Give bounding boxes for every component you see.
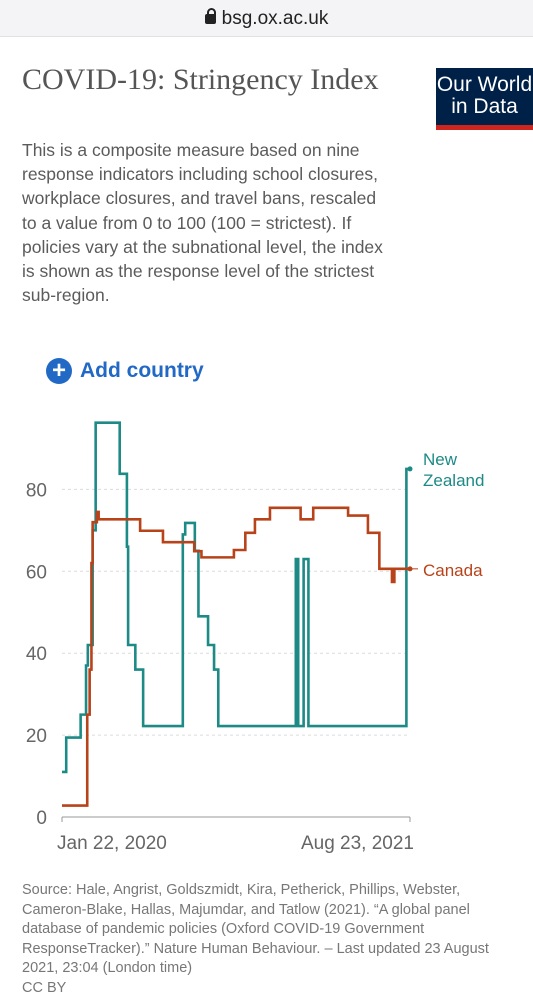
y-tick-label: 60	[26, 562, 47, 583]
add-country-button[interactable]: + Add country	[46, 356, 204, 386]
y-tick-label: 40	[26, 644, 47, 665]
series-end-point-new-zealand	[407, 466, 413, 472]
license-link[interactable]: CC BY	[22, 979, 67, 996]
url-text: bsg.ox.ac.uk	[221, 8, 329, 29]
y-tick-label: 20	[26, 726, 47, 747]
chart-series-labels: New Zealand Canada	[410, 450, 484, 580]
series-label-new-zealand: New Zealand	[423, 450, 484, 490]
x-tick-label: Jan 22, 2020	[57, 833, 167, 854]
series-line-canada	[62, 506, 410, 807]
chart-axes: 0 20 40 60 80 Jan 22, 2020 Aug 23, 2021	[26, 480, 414, 854]
plus-circle-icon: +	[46, 358, 72, 384]
stringency-line-chart[interactable]: 0 20 40 60 80 Jan 22, 2020 Aug 23, 2021 New Zea…	[0, 400, 533, 870]
chart-description: This is a composite measure based on nin…	[22, 140, 383, 306]
y-tick-label: 80	[26, 480, 47, 501]
browser-address-bar[interactable]: bsg.ox.ac.uk	[0, 0, 533, 37]
series-label-canada: Canada	[423, 561, 483, 580]
lock-icon	[204, 8, 216, 24]
page-title: COVID-19: Stringency Index	[22, 63, 379, 96]
our-world-in-data-logo[interactable]: Our World in Data	[436, 68, 533, 130]
logo-line-1: Our World	[436, 73, 533, 96]
source-citation: Source: Hale, Angrist, Goldszmidt, Kira,…	[22, 881, 527, 999]
chart-series	[62, 421, 413, 807]
y-tick-label: 0	[36, 808, 47, 829]
add-country-label: Add country	[80, 359, 204, 382]
x-tick-label: Aug 23, 2021	[301, 833, 414, 854]
logo-line-2: in Data	[451, 95, 518, 118]
series-line-new-zealand	[62, 421, 410, 774]
url-display[interactable]: bsg.ox.ac.uk	[0, 8, 533, 30]
chart-gridlines	[62, 488, 410, 736]
source-text: Source: Hale, Angrist, Goldszmidt, Kira,…	[22, 882, 489, 977]
logo-stripe	[436, 125, 533, 130]
